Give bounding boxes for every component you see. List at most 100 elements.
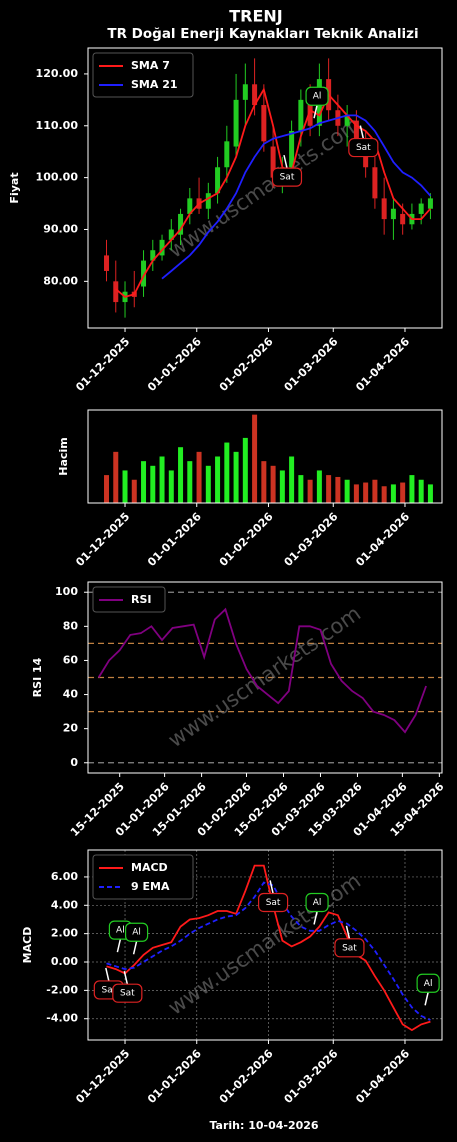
y-axis-title: Fiyat [8, 172, 21, 203]
candle-body [104, 255, 110, 271]
volume-bar [335, 476, 341, 503]
candle-body [168, 229, 174, 240]
candle-body [242, 84, 248, 100]
candle-body [187, 198, 193, 214]
candle-body [289, 130, 295, 168]
volume-bar [409, 475, 415, 503]
y-tick-label: 0.00 [51, 955, 78, 968]
signal-box [305, 86, 329, 106]
y-tick-label: -2.00 [46, 983, 78, 996]
axes-frame [87, 409, 443, 504]
y-axis-title: Hacim [57, 437, 70, 475]
signal-label: Al [132, 928, 141, 938]
volume-bar [418, 479, 424, 503]
candle-body [159, 239, 165, 256]
volume-bar [233, 451, 239, 503]
candle-body [418, 203, 424, 214]
volume-bar [261, 461, 267, 503]
candle-body [224, 141, 230, 168]
series-line [106, 881, 431, 1021]
candle-body [141, 260, 147, 287]
candle-body [113, 281, 119, 303]
y-tick-label: 0 [70, 756, 78, 769]
volume-bar [224, 442, 230, 503]
axes-frame [87, 849, 443, 1041]
volume-bar [307, 479, 313, 503]
volume-bar [252, 414, 258, 503]
y-tick-label: -4.00 [46, 1012, 78, 1025]
y-axis-title: MACD [21, 927, 34, 964]
y-tick-label: 80.00 [43, 274, 78, 287]
legend-label: SMA 21 [131, 78, 178, 91]
signal-arrow [345, 925, 351, 940]
volume-bar [326, 475, 332, 503]
signal-label: Sat [101, 985, 116, 995]
volume-bar [122, 470, 128, 503]
y-tick-label: 4.00 [51, 898, 78, 911]
signal-box [348, 137, 379, 158]
volume-bar [372, 479, 378, 503]
y-tick-label: 2.00 [51, 927, 78, 940]
signal-label: Al [313, 92, 322, 102]
y-tick-label: 110.00 [36, 119, 79, 132]
candle-body [150, 250, 156, 261]
volume-bar [104, 475, 110, 503]
candle-body [381, 198, 387, 220]
volume-bar [344, 479, 350, 503]
legend-box [92, 586, 166, 613]
signal-box [271, 167, 303, 187]
signal-arrow [424, 992, 429, 1006]
axes-frame [87, 47, 443, 329]
volume-bar [215, 456, 221, 503]
volume-bar [141, 461, 147, 503]
y-tick-label: 100.00 [36, 171, 79, 184]
candle-body [298, 99, 304, 131]
signal-label: Al [116, 926, 125, 936]
signal-arrow [283, 154, 288, 169]
y-tick-label: 6.00 [51, 870, 78, 883]
chart-title: TRENJ [229, 7, 283, 26]
volume-bar [270, 465, 276, 503]
plot-area [104, 414, 433, 503]
candle-body [215, 167, 221, 194]
volume-bar [298, 475, 304, 503]
series-line [106, 864, 431, 1032]
y-tick-label: 20 [63, 722, 79, 735]
volume-bar [427, 484, 433, 503]
candle-body [400, 213, 406, 225]
y-axis-title: RSI 14 [31, 657, 44, 697]
signal-arrow [313, 911, 318, 925]
volume-bar [159, 456, 165, 503]
y-tick-label: 100 [55, 585, 78, 598]
candle-body [372, 167, 378, 199]
volume-bar [205, 465, 211, 503]
legend-label: RSI [131, 593, 152, 606]
signal-box [416, 973, 440, 993]
signal-box [305, 892, 329, 913]
candle-body [427, 198, 433, 209]
y-tick-label: 120.00 [36, 67, 79, 80]
signal-arrow [123, 971, 129, 985]
candle-body [205, 193, 211, 209]
signal-box [334, 938, 365, 958]
chart-subtitle: TR Doğal Enerji Kaynakları Teknik Analiz… [107, 26, 418, 42]
x-axis-title: Tarih: 10-04-2026 [209, 1119, 318, 1132]
volume-bar [131, 479, 137, 503]
signal-box [124, 922, 149, 942]
candle-body [178, 213, 184, 235]
signal-arrow [105, 967, 110, 982]
signal-arrow [132, 941, 138, 955]
volume-bar [178, 447, 184, 503]
volume-bar [316, 470, 322, 503]
candle-body [261, 105, 267, 142]
volume-bar [242, 437, 248, 503]
axes-frame [87, 581, 443, 774]
candle-body [363, 151, 369, 168]
volume-bar [150, 465, 156, 503]
signal-label: Sat [120, 989, 135, 999]
legend-label: MACD [131, 861, 168, 874]
signal-label: Sat [266, 898, 281, 908]
y-tick-label: 40 [63, 688, 79, 701]
volume-bar [363, 482, 369, 503]
legend-label: SMA 7 [131, 59, 170, 72]
